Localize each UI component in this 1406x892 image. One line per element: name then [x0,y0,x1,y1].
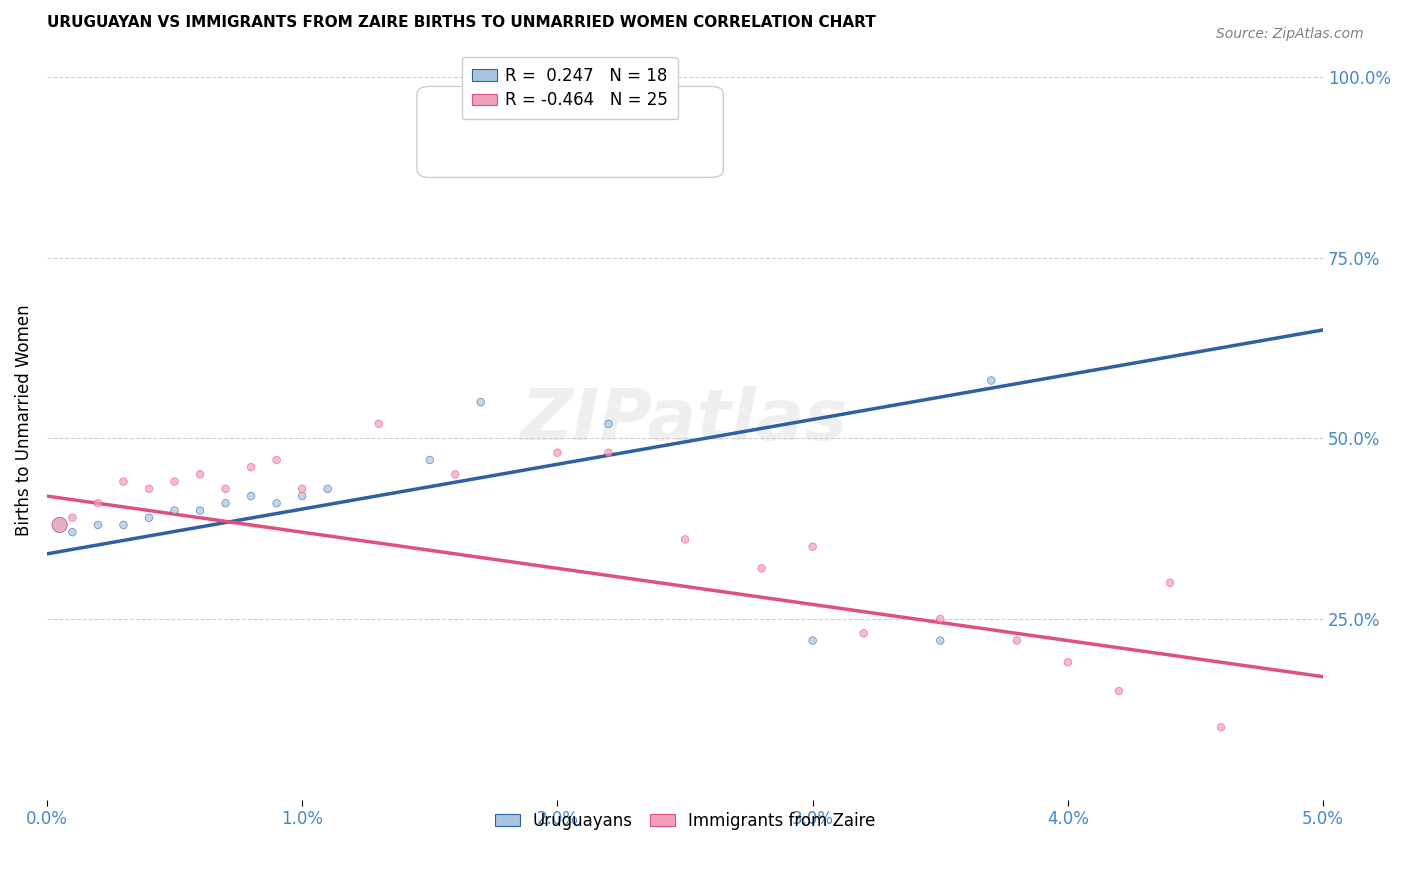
Point [1005,633,1028,648]
Point [48,518,70,533]
Point [1159,575,1181,590]
Point [751,561,773,575]
Point [87,496,110,510]
Point [980,374,1002,388]
Point [801,633,824,648]
Legend: Uruguayans, Immigrants from Zaire: Uruguayans, Immigrants from Zaire [488,805,882,837]
Point [138,482,160,496]
Text: Source: ZipAtlas.com: Source: ZipAtlas.com [1216,27,1364,41]
Point [316,482,339,496]
Text: ZIPatlas: ZIPatlas [522,385,849,455]
Y-axis label: Births to Unmarried Women: Births to Unmarried Women [15,304,32,536]
Point [1108,684,1130,698]
Point [240,489,263,503]
Point [112,518,135,533]
Point [673,533,696,547]
Point [240,460,263,475]
Point [444,467,467,482]
Point [112,475,135,489]
Point [929,633,952,648]
Point [291,489,314,503]
Point [188,503,211,517]
Point [138,510,160,524]
FancyBboxPatch shape [418,87,723,178]
Point [367,417,389,431]
Point [598,417,620,431]
Point [188,467,211,482]
Point [163,503,186,517]
Point [62,510,84,524]
Point [801,540,824,554]
Point [266,496,288,510]
Point [266,453,288,467]
Point [929,612,952,626]
Point [62,525,84,540]
Point [163,475,186,489]
Point [852,626,875,640]
Point [1057,655,1080,669]
Point [48,518,70,533]
Point [291,482,314,496]
Text: URUGUAYAN VS IMMIGRANTS FROM ZAIRE BIRTHS TO UNMARRIED WOMEN CORRELATION CHART: URUGUAYAN VS IMMIGRANTS FROM ZAIRE BIRTH… [46,15,876,30]
Point [214,482,236,496]
Point [546,446,568,460]
Point [87,518,110,533]
Point [470,395,492,409]
Point [214,496,236,510]
Point [419,453,441,467]
Point [598,446,620,460]
Point [1209,720,1232,734]
